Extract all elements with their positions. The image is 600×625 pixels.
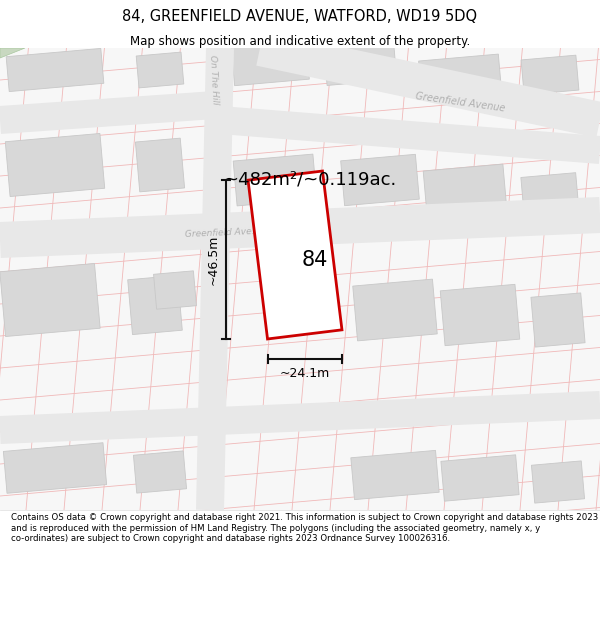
Polygon shape <box>532 461 584 503</box>
Text: ~482m²/~0.119ac.: ~482m²/~0.119ac. <box>223 171 397 189</box>
Polygon shape <box>440 284 520 346</box>
Polygon shape <box>0 91 216 134</box>
Polygon shape <box>6 48 104 92</box>
Text: Greenfield Ave...: Greenfield Ave... <box>185 227 260 239</box>
Text: Contains OS data © Crown copyright and database right 2021. This information is : Contains OS data © Crown copyright and d… <box>11 514 598 543</box>
Text: ~46.5m: ~46.5m <box>207 234 220 285</box>
Polygon shape <box>0 391 600 444</box>
Polygon shape <box>136 138 185 192</box>
Polygon shape <box>196 48 234 510</box>
Polygon shape <box>248 171 342 339</box>
Polygon shape <box>341 154 419 206</box>
Polygon shape <box>441 455 519 501</box>
Polygon shape <box>0 197 600 258</box>
Text: On The Hill: On The Hill <box>208 55 220 105</box>
Polygon shape <box>233 154 317 206</box>
Polygon shape <box>4 442 107 493</box>
Polygon shape <box>154 271 196 309</box>
Polygon shape <box>0 264 100 336</box>
Polygon shape <box>256 31 600 138</box>
Text: ~24.1m: ~24.1m <box>280 367 330 380</box>
Polygon shape <box>521 173 579 218</box>
Polygon shape <box>531 293 585 347</box>
Polygon shape <box>5 134 105 196</box>
Polygon shape <box>133 451 187 493</box>
Text: Greenfield Avenue: Greenfield Avenue <box>415 91 506 113</box>
Polygon shape <box>0 48 25 58</box>
Polygon shape <box>230 34 310 86</box>
Polygon shape <box>423 164 507 216</box>
Text: 84: 84 <box>302 250 328 270</box>
Polygon shape <box>136 52 184 88</box>
Polygon shape <box>521 55 579 95</box>
Polygon shape <box>323 34 397 86</box>
Polygon shape <box>353 279 437 341</box>
Text: 84, GREENFIELD AVENUE, WATFORD, WD19 5DQ: 84, GREENFIELD AVENUE, WATFORD, WD19 5DQ <box>122 9 478 24</box>
Polygon shape <box>128 276 182 334</box>
Polygon shape <box>219 106 600 164</box>
Polygon shape <box>419 54 502 96</box>
Text: Map shows position and indicative extent of the property.: Map shows position and indicative extent… <box>130 34 470 48</box>
Polygon shape <box>351 451 439 499</box>
